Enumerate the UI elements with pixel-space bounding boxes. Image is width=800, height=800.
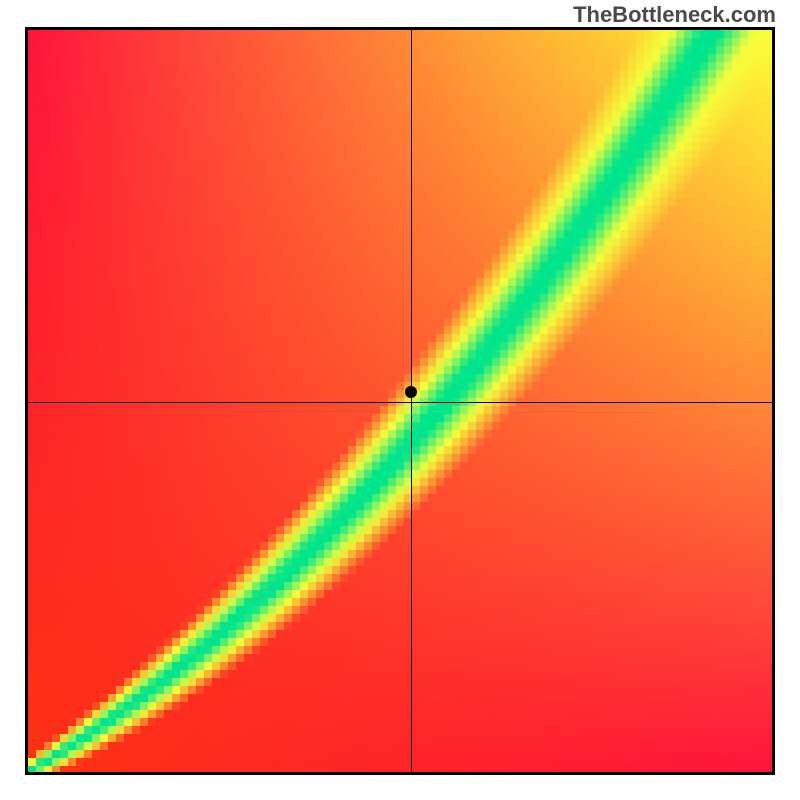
crosshair-horizontal [28, 402, 772, 403]
watermark-text: TheBottleneck.com [573, 2, 776, 28]
